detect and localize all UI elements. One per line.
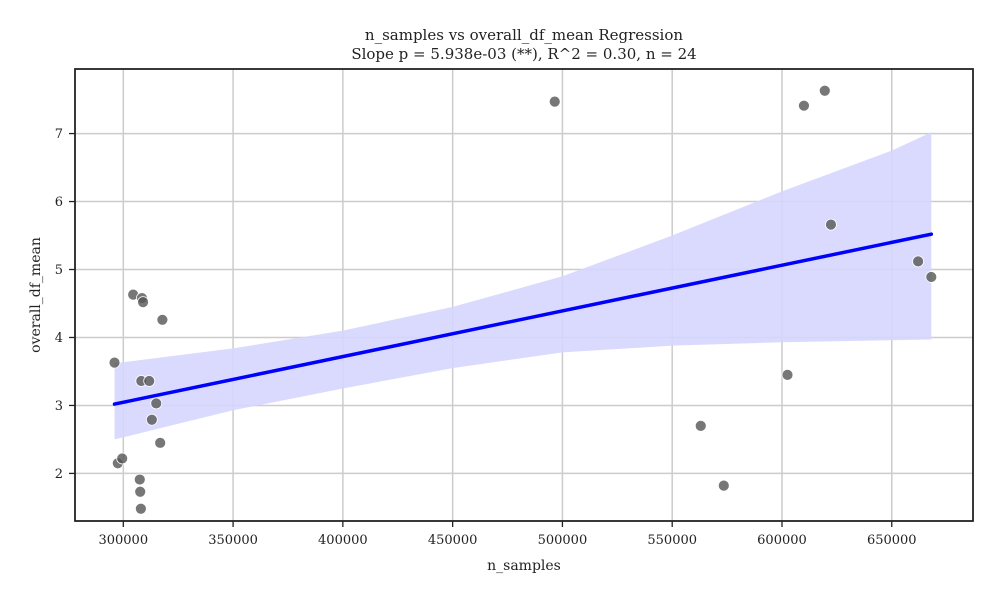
data-point [108, 356, 121, 369]
data-point [134, 502, 147, 515]
data-point [717, 479, 730, 492]
data-point [925, 271, 938, 283]
plot-frame [74, 68, 974, 522]
data-point [548, 95, 561, 108]
data-point [818, 84, 831, 97]
data-point [145, 413, 158, 426]
axes: 300000 350000 400000 450000 500000 550000 6000… [55, 68, 974, 548]
regression-line-layer [112, 232, 934, 406]
x-tick-label: 600000 [757, 533, 807, 548]
data-point [133, 473, 146, 486]
y-tick-label: 7 [55, 127, 63, 142]
y-tick-label: 4 [55, 331, 63, 346]
x-tick-label: 400000 [318, 533, 368, 548]
data-point [912, 255, 925, 268]
x-tick-label: 650000 [867, 533, 917, 548]
points-layer [108, 84, 938, 515]
data-point [154, 436, 167, 449]
y-tick-label: 2 [55, 467, 63, 482]
chart-subtitle: Slope p = 5.938e-03 (**), R^2 = 0.30, n … [351, 45, 696, 63]
chart-title: n_samples vs overall_df_mean Regression [365, 26, 683, 44]
x-tick-label: 550000 [647, 533, 697, 548]
x-tick-label: 500000 [538, 533, 588, 548]
data-point [798, 99, 810, 112]
data-point [143, 375, 156, 387]
y-tick-label: 3 [55, 399, 63, 414]
confidence-band [114, 132, 932, 440]
data-point [781, 368, 794, 381]
x-tick-label: 350000 [208, 533, 258, 548]
y-tick-label: 6 [55, 195, 63, 210]
data-point [137, 296, 149, 309]
x-tick-label: 300000 [98, 533, 148, 548]
data-point [156, 313, 169, 326]
data-point [825, 218, 837, 231]
data-point [150, 397, 163, 410]
data-point [694, 419, 707, 432]
data-point [116, 452, 129, 465]
y-axis-label: overall_df_mean [28, 237, 44, 353]
confidence-band-layer [114, 132, 932, 440]
y-tick-label: 5 [55, 263, 63, 278]
regression-line [112, 232, 934, 406]
data-point [134, 485, 147, 498]
x-tick-label: 450000 [428, 533, 478, 548]
x-axis-label: n_samples [487, 558, 561, 574]
